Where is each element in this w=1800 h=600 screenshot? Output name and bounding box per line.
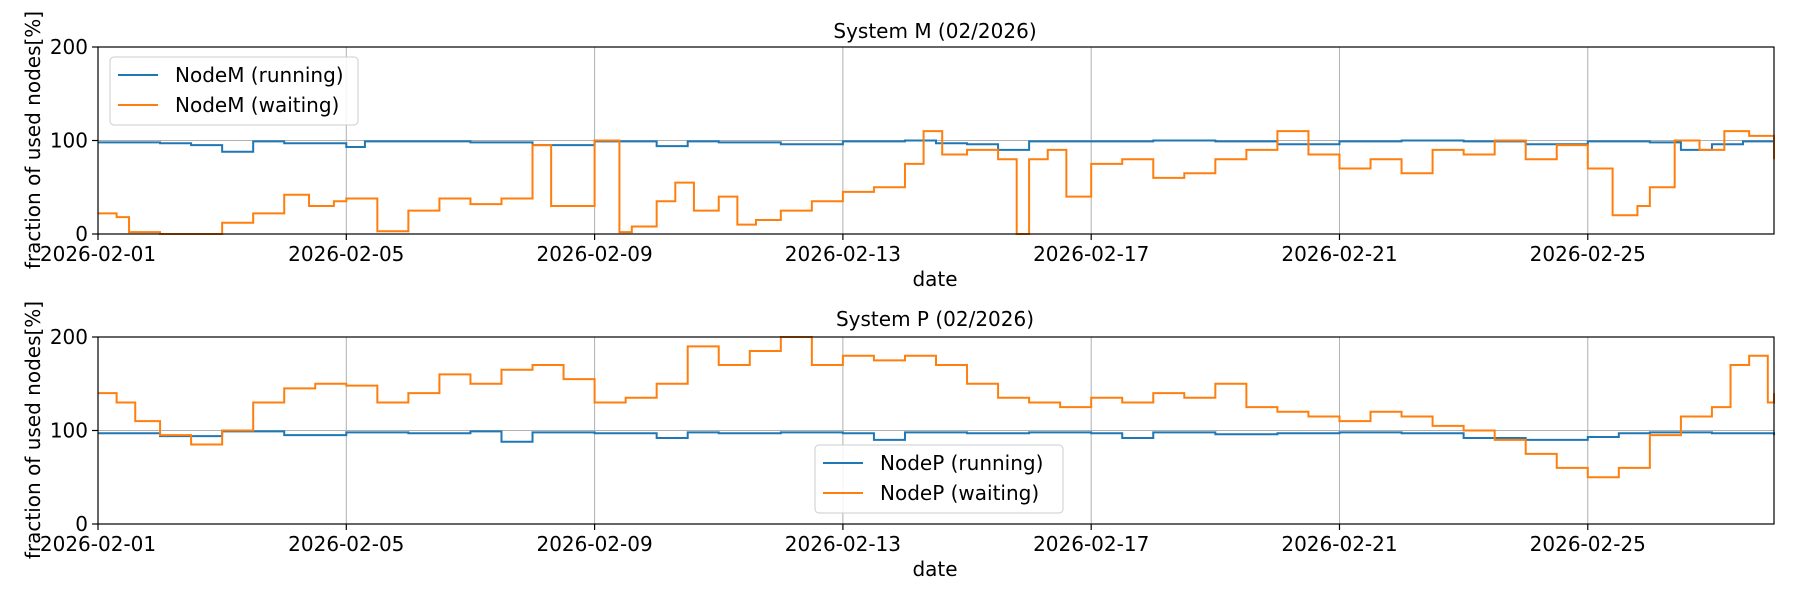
x-tick-label: 2026-02-13 [785,242,901,266]
legend-box [109,56,359,126]
legend: NodeP (running) NodeP (waiting) [814,444,1064,514]
y-axis-label: fraction of used nodes[%] [21,301,45,559]
y-tick-label: 100 [50,419,88,443]
x-tick-label: 2026-02-09 [536,242,652,266]
x-ticks: 2026-02-01 2026-02-05 2026-02-09 2026-02-13… [40,234,1646,266]
y-ticks: 0 100 200 [50,325,98,536]
y-axis-label: fraction of used nodes[%] [21,11,45,269]
series-line-waiting [98,336,1775,479]
x-tick-label: 2026-02-25 [1530,532,1646,556]
y-tick-label: 200 [50,325,88,349]
x-tick-label: 2026-02-01 [40,242,156,266]
series-line-running [98,430,1775,443]
legend-label-running: NodeM (running) [175,63,344,87]
x-tick-label: 2026-02-17 [1033,532,1149,556]
x-tick-label: 2026-02-13 [785,532,901,556]
legend: NodeM (running) NodeM (waiting) [109,56,359,126]
legend-label-waiting: NodeP (waiting) [880,481,1039,505]
x-tick-label: 2026-02-05 [288,532,404,556]
x-tick-label: 2026-02-01 [40,532,156,556]
series-lines [98,130,1775,235]
legend-label-waiting: NodeM (waiting) [175,93,339,117]
y-tick-label: 200 [50,35,88,59]
x-tick-label: 2026-02-09 [536,532,652,556]
x-tick-label: 2026-02-17 [1033,242,1149,266]
series-line-running [98,139,1775,153]
legend-label-running: NodeP (running) [880,451,1043,475]
x-axis-label: date [912,267,957,291]
y-tick-label: 0 [75,222,88,246]
series-lines [98,336,1775,479]
x-tick-label: 2026-02-05 [288,242,404,266]
x-tick-label: 2026-02-21 [1281,242,1397,266]
x-tick-label: 2026-02-25 [1530,242,1646,266]
chart-title: System M (02/2026) [833,19,1036,43]
y-ticks: 0 100 200 [50,35,98,246]
x-axis-label: date [912,557,957,581]
x-ticks: 2026-02-01 2026-02-05 2026-02-09 2026-02-13… [40,524,1646,556]
series-line-waiting [98,130,1775,235]
y-tick-label: 100 [50,129,88,153]
y-tick-label: 0 [75,512,88,536]
legend-box [814,444,1064,514]
x-tick-label: 2026-02-21 [1281,532,1397,556]
chart-title: System P (02/2026) [836,307,1034,331]
